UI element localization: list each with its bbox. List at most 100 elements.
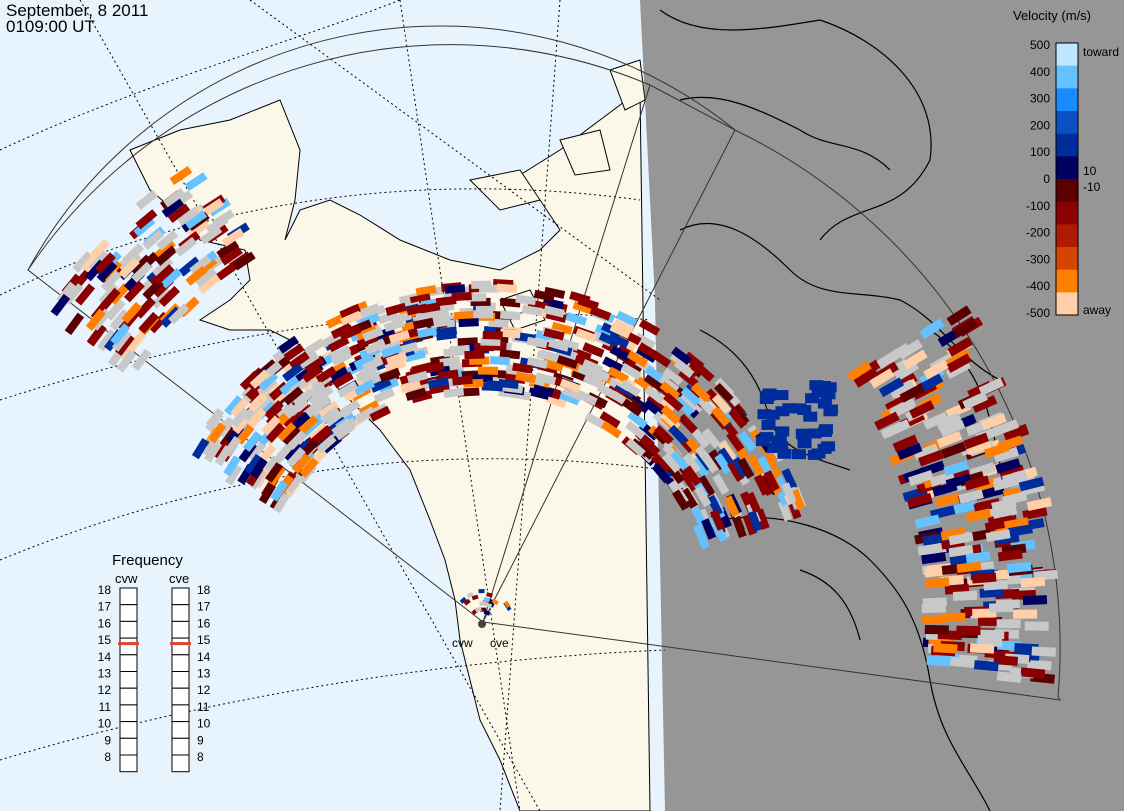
colorbar-swatches [1055,42,1079,316]
velocity-cell [444,284,466,294]
velocity-cell [943,460,969,477]
velocity-cell [427,377,450,389]
colorbar-tick-label: 200 [1030,118,1050,132]
velocity-cell [340,310,362,327]
velocity-cell [922,411,949,430]
velocity-cell [406,370,429,384]
velocity-cell [950,656,975,668]
velocity-cell [682,452,702,474]
frequency-tick-right: 11 [197,700,210,714]
velocity-cell [483,609,491,616]
velocity-cell [235,424,255,445]
velocity-cell [353,379,376,396]
velocity-cell [332,371,354,389]
velocity-cell [755,508,770,530]
velocity-cell [417,326,439,339]
frequency-scale-cell [171,587,190,606]
velocity-cell [330,323,353,339]
velocity-cell [545,394,567,409]
velocity-cell [452,375,473,386]
velocity-cell [201,198,224,217]
frequency-tick-right: 17 [197,600,211,614]
frequency-scale-cell [119,754,138,773]
velocity-cell [89,238,111,261]
colorbar-swatch [1056,179,1078,203]
velocity-cell [423,361,445,374]
velocity-cell [247,441,267,462]
velocity-cell [673,359,695,379]
velocity-cell [680,487,698,509]
velocity-cell [964,475,990,491]
velocity-cell [680,470,699,492]
frequency-scale-cell [119,637,138,656]
velocity-cell [1013,609,1038,619]
colorbar-tick-label: -100 [1026,199,1050,213]
velocity-cell [388,330,411,344]
velocity-cell [161,197,185,218]
velocity-cell [892,434,919,453]
velocity-cell [922,532,948,546]
frequency-marker-cve [170,642,191,646]
velocity-cell [479,284,500,293]
velocity-cell [162,187,186,208]
velocity-cell [247,407,267,428]
velocity-cell [653,425,674,445]
velocity-cell [64,312,85,336]
velocity-cell [902,349,928,370]
velocity-cell [185,265,208,286]
velocity-cell [543,327,565,341]
velocity-cell [160,267,183,289]
velocity-cell [985,529,1011,543]
frequency-tick-left: 18 [98,583,112,597]
frequency-scale-cell [119,620,138,639]
velocity-cell [485,602,493,609]
velocity-cell [941,612,966,622]
colorbar-swatch [1056,247,1078,271]
frequency-tick-right: 12 [197,683,211,697]
velocity-cell [419,302,441,314]
velocity-cell [584,412,606,430]
velocity-cell [114,333,135,356]
velocity-cell [958,489,984,504]
velocity-cell [312,424,333,445]
velocity-cell [807,449,822,460]
velocity-cell [1020,576,1046,588]
velocity-cell [331,349,353,367]
frequency-tick-right: 10 [197,717,211,731]
velocity-cell [471,594,479,601]
velocity-cell [174,236,198,257]
colorbar-swatch [1056,224,1078,248]
velocity-cell [921,614,946,625]
velocity-cell [948,532,974,546]
velocity-cell [996,619,1021,629]
velocity-cell [933,643,958,654]
velocity-cell [74,283,96,306]
velocity-cell [668,424,688,445]
velocity-cell [819,424,834,435]
velocity-cell [459,596,467,604]
velocity-cell [178,256,201,277]
velocity-cell [133,216,156,238]
velocity-cell [917,373,944,393]
velocity-cell [282,386,304,406]
colorbar-tick-label: 300 [1030,92,1050,106]
velocity-cell [975,497,1001,513]
velocity-cell [965,438,992,456]
velocity-cell [602,356,624,373]
velocity-cell [199,225,223,245]
velocity-cell [499,328,521,339]
velocity-cell [797,438,812,449]
velocity-cell [364,339,387,355]
velocity-cell [415,285,437,297]
velocity-cell [87,324,107,347]
velocity-cell [680,386,701,407]
velocity-cell [482,330,503,340]
velocity-cell [634,440,655,460]
velocity-cell [249,457,268,479]
velocity-cell [662,367,684,387]
frequency-scale-cell [171,654,190,672]
velocity-cell [244,453,263,475]
velocity-cell [609,345,632,362]
station-cvw-label: cvw [452,636,473,650]
velocity-cell [973,660,999,672]
